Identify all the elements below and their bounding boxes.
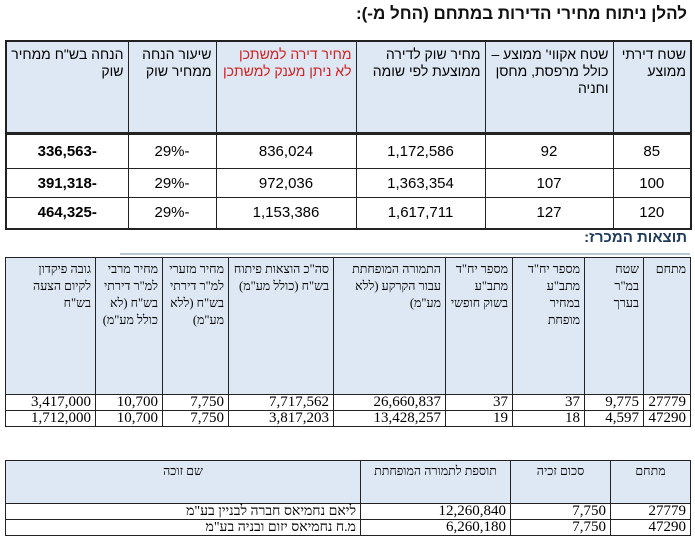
table-row: 47290 4,597 18 19 13,428,257 3,817,203 7… — [5, 410, 691, 427]
tender-results-table: מתחם שטח במ"ר בערך מספר יח"ד מתב"ע במחיר… — [5, 257, 691, 427]
cell: 26,660,837 — [333, 394, 446, 411]
table-row: 85 92 1,172,586 836,024 -29% -336,563 — [5, 132, 692, 169]
table-row: 27779 7,750 12,260,840 ליאם נחמיאס חברה … — [5, 503, 691, 520]
cell: -336,563 — [5, 132, 129, 169]
cell: 7,750 — [162, 410, 229, 427]
cell: 10,700 — [95, 394, 163, 411]
header-cell: מספר יח"ד מתב"ע במחיר מופחת — [512, 257, 585, 395]
header-cell: סה"כ הוצאות פיתוח בש"ח (כולל מע"מ) — [228, 257, 334, 395]
table-row: 100 107 1,363,354 972,036 -29% -391,318 — [5, 168, 692, 198]
cell: 18 — [512, 410, 585, 427]
table-header-row: מתחם סכום זכיה תוספת לתמורה המופחתת שם ז… — [5, 460, 691, 504]
header-cell: מחיר דירה למשתכן לא ניתן מענק למשתכן — [215, 40, 357, 134]
cell: 107 — [484, 168, 614, 198]
header-cell: תוספת לתמורה המופחתת — [360, 460, 511, 504]
cell: 7,750 — [510, 503, 611, 520]
cell: 85 — [612, 132, 692, 169]
header-cell: שיעור הנחה ממחיר שוק — [127, 40, 217, 134]
table-row: 27779 9,775 37 37 26,660,837 7,717,562 7… — [5, 394, 691, 411]
cell: ליאם נחמיאס חברה לבניין בע"מ — [5, 503, 361, 520]
cell: 9,775 — [584, 394, 644, 411]
header-cell: מחיר מרבי למ"ר דירתי בש"ח (לא כולל מע"מ) — [95, 257, 163, 395]
cell: מ.ח נחמיאס יזום ובניה בע"מ — [5, 519, 361, 536]
cell: 1,712,000 — [5, 410, 96, 427]
cell: 27779 — [643, 394, 691, 411]
cell: 13,428,257 — [333, 410, 446, 427]
header-cell: שם זוכה — [5, 460, 361, 504]
cell: 19 — [445, 410, 513, 427]
cell: 37 — [445, 394, 513, 411]
header-cell: הנחה בש"ח ממחיר שוק — [5, 40, 129, 134]
cell: 7,750 — [162, 394, 229, 411]
cell: -29% — [127, 168, 217, 198]
cell: 27779 — [610, 503, 691, 520]
cell: -29% — [127, 132, 217, 169]
cell: 12,260,840 — [360, 503, 511, 520]
cell: 10,700 — [95, 410, 163, 427]
header-cell: מתחם — [610, 460, 691, 504]
cell: -464,325 — [5, 197, 129, 229]
cell: 6,260,180 — [360, 519, 511, 536]
cell: 7,750 — [510, 519, 611, 536]
cell: 972,036 — [215, 168, 357, 198]
cell: 1,153,386 — [215, 197, 357, 229]
header-cell: שטח אקווי' ממוצע – כולל מרפסת, מחסן וחני… — [484, 40, 614, 134]
cell: -391,318 — [5, 168, 129, 198]
winners-table: מתחם סכום זכיה תוספת לתמורה המופחתת שם ז… — [5, 460, 691, 536]
table-header-row: מתחם שטח במ"ר בערך מספר יח"ד מתב"ע במחיר… — [5, 257, 691, 395]
cell: 127 — [484, 197, 614, 229]
apartment-price-table: שטח דירתי ממוצע שטח אקווי' ממוצע – כולל … — [5, 40, 692, 230]
cell: 3,817,203 — [228, 410, 334, 427]
header-cell: שטח דירתי ממוצע — [612, 40, 692, 134]
header-cell: שטח במ"ר בערך — [584, 257, 644, 395]
header-cell: סכום זכיה — [510, 460, 611, 504]
cell: 100 — [612, 168, 692, 198]
table-row: 120 127 1,617,711 1,153,386 -29% -464,32… — [5, 197, 692, 229]
cell: 47290 — [643, 410, 691, 427]
header-cell: גובה פיקדון לקיום הצעה בש"ח — [5, 257, 96, 395]
header-cell: מחיר שוק לדירה ממוצעת לפי שומה — [355, 40, 486, 134]
header-cell: מחיר מזערי למ"ר דירתי בש"ח (ללא מע"מ) — [162, 257, 229, 395]
cell: 7,717,562 — [228, 394, 334, 411]
table-row: 47290 7,750 6,260,180 מ.ח נחמיאס יזום וב… — [5, 519, 691, 536]
cell: 4,597 — [584, 410, 644, 427]
cell: 120 — [612, 197, 692, 229]
cell: 47290 — [610, 519, 691, 536]
header-cell: התמורה המופחתת עבור הקרקע (ללא מע"מ) — [333, 257, 446, 395]
analysis-title: להלן ניתוח מחירי הדירות במתחם (החל מ-): — [355, 4, 687, 23]
cell: 1,172,586 — [355, 132, 486, 169]
cell: 1,617,711 — [355, 197, 486, 229]
header-cell: מספר יח"ד מתב"ע בשוק חופשי — [445, 257, 513, 395]
table-header-row: שטח דירתי ממוצע שטח אקווי' ממוצע – כולל … — [5, 40, 692, 134]
header-cell: מתחם — [643, 257, 691, 395]
cell: 836,024 — [215, 132, 357, 169]
divider — [120, 253, 690, 255]
tender-results-title: תוצאות המכרז: — [584, 229, 687, 246]
cell: 1,363,354 — [355, 168, 486, 198]
cell: -29% — [127, 197, 217, 229]
cell: 3,417,000 — [5, 394, 96, 411]
cell: 37 — [512, 394, 585, 411]
cell: 92 — [484, 132, 614, 169]
